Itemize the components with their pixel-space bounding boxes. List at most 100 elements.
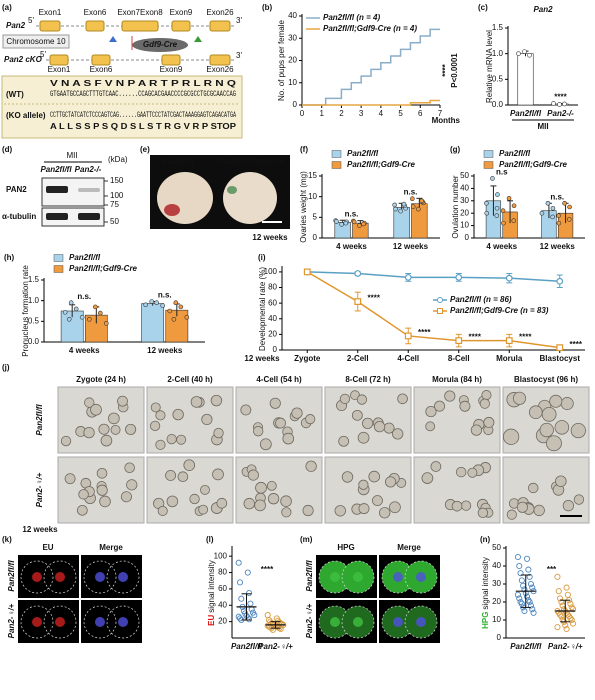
data-point (527, 580, 535, 588)
data-point (556, 213, 561, 218)
y-tick-label: 10 (460, 221, 469, 230)
data-point (557, 611, 564, 618)
panel-label: (b) (262, 3, 273, 12)
nucleus (416, 617, 426, 627)
exon-label: Exon26 (206, 8, 234, 17)
legend-swatch (331, 161, 342, 169)
embryo (90, 403, 102, 416)
embryo (190, 396, 203, 408)
chromosome-box (2, 34, 70, 49)
lane-label: Pan2-/- (75, 165, 102, 174)
end-label: 5' (40, 50, 46, 59)
data-point (514, 553, 522, 561)
y-axis-label-highlight: HPG (481, 612, 490, 629)
ko-aa: A L L S S P S Q D S L S T R G V R P STOP (50, 122, 237, 131)
row-label: Pan2-♀/+ (35, 472, 44, 507)
data-point (264, 612, 271, 619)
annotation: P<0.0001 (450, 53, 459, 88)
embryo (212, 468, 224, 481)
data-point (554, 573, 561, 580)
data-point (570, 620, 577, 627)
x-tick-label: Pan2fl/fl (510, 109, 542, 118)
x-tick-label: Morula (496, 354, 523, 363)
band (78, 188, 100, 192)
legend-label: Pan2fl/fl (499, 149, 531, 158)
stage-label: Zygote (24 h) (76, 375, 126, 384)
x-tick-label: Pan2fl/fl (510, 642, 542, 651)
data-point (184, 314, 190, 320)
embryo (126, 479, 138, 491)
embryo (282, 432, 295, 445)
data-point (410, 196, 415, 202)
data-point (173, 300, 179, 306)
wt-seq: GTGAATGCCAGCTTTGTCAAC......CCAGCACGAACCC… (50, 90, 236, 99)
data-point (567, 615, 574, 622)
legend-marker (437, 297, 443, 303)
channel-label: HPG (337, 543, 354, 552)
y-tick-label: 40 (288, 11, 297, 20)
data-point (556, 220, 562, 226)
y-tick-label: 40 (492, 561, 501, 570)
ko-gene: Pan2 cKO (4, 55, 43, 64)
embryo (339, 393, 351, 405)
data-point (526, 598, 533, 606)
data-point (98, 310, 103, 316)
band-label: PAN2 (6, 185, 27, 194)
embryo (554, 420, 570, 435)
data-point (518, 577, 525, 584)
data-point (564, 591, 571, 598)
embryo (78, 489, 89, 500)
point (303, 268, 311, 276)
y-axis-label-rest: signal intensity (207, 560, 216, 612)
x-tick-label: 1 (319, 109, 324, 118)
nucleus (353, 572, 363, 582)
row-label: Pan2fl/fl (305, 560, 314, 592)
embryo (341, 471, 354, 483)
data-point (238, 595, 245, 602)
data-point (269, 626, 276, 633)
group-label: MII (66, 151, 77, 160)
series-line (302, 28, 440, 106)
legend-swatch (331, 150, 342, 158)
y-axis-label: HPG signal intensity (481, 557, 490, 629)
data-point (410, 204, 416, 209)
y-tick-label: 10 (492, 615, 501, 624)
data-point (154, 300, 159, 306)
y-tick-label: 40 (268, 314, 277, 323)
legend-marker (437, 308, 443, 314)
y-axis-label-rest: signal intensity (481, 557, 490, 609)
loxp (109, 36, 117, 42)
channel-label: Merge (99, 543, 123, 552)
y-tick-label: 20 (492, 597, 501, 606)
data-point (361, 221, 366, 227)
stage-label: Morula (84 h) (432, 375, 482, 384)
embryo (267, 493, 280, 505)
x-tick-label: Pan2-/- (547, 109, 574, 118)
embryo (259, 438, 272, 451)
embryo (338, 435, 350, 447)
nucleus (330, 572, 340, 582)
embryo (545, 435, 562, 452)
x-note: 12 weeks (244, 354, 280, 363)
significance: **** (570, 340, 583, 349)
embryo (254, 499, 266, 512)
significance: **** (554, 93, 567, 102)
y-tick-label: 40 (218, 600, 227, 609)
nucleus (55, 572, 65, 582)
legend-label: Pan2fl/fl;Gdf9-Cre (69, 264, 138, 273)
x-tick-label: 4 weeks (69, 346, 100, 355)
embryo (149, 420, 161, 431)
loxp (194, 36, 202, 42)
significance: n.s. (404, 187, 418, 196)
data-point (178, 304, 184, 310)
x-tick-label: 12 weeks (147, 346, 183, 355)
embryo (183, 459, 196, 471)
data-point (244, 614, 251, 621)
embryo (397, 393, 408, 405)
legend-label: Pan2fl/fl;Gdf9-Cre (347, 160, 416, 169)
x-tick-label: Pan2fl/fl (231, 642, 263, 651)
embryo (477, 507, 489, 519)
lane-label: Pan2fl/fl (40, 165, 72, 174)
exon-label: Exon9 (170, 8, 193, 17)
y-tick-label: 20 (218, 617, 227, 626)
